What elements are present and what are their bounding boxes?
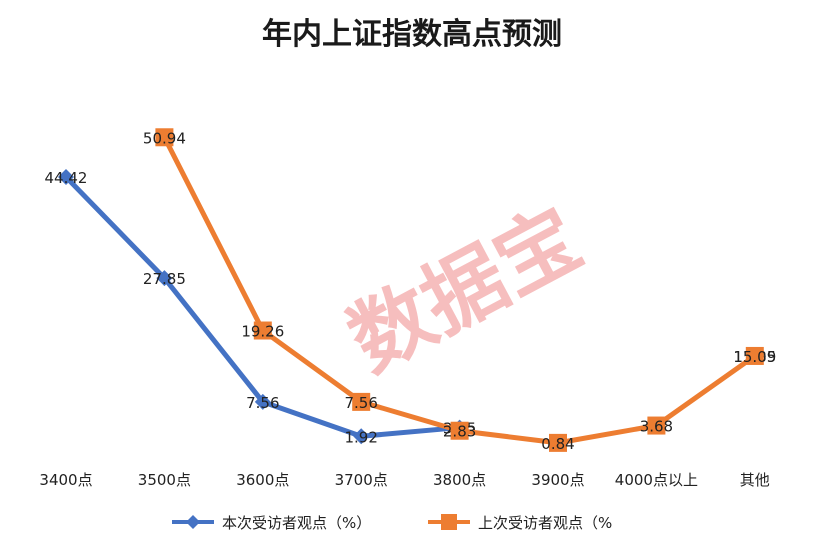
data-point-marker: [155, 128, 174, 147]
data-label: 19.26: [241, 323, 284, 341]
data-point-marker: [253, 321, 272, 340]
data-label: 2.83: [443, 423, 476, 441]
legend-item-1: 本次受访者观点（%）: [172, 514, 371, 532]
chart-title: 年内上证指数高点预测: [262, 17, 562, 52]
x-tick-label: 3800点: [433, 471, 486, 489]
data-label: 1.92: [344, 428, 377, 446]
data-label: 0.84: [541, 435, 574, 453]
x-tick-label: 其他: [740, 471, 770, 489]
data-point-marker: [647, 416, 666, 435]
data-point-marker: [156, 270, 173, 287]
data-point-marker: [441, 514, 457, 530]
data-label: 50.94: [143, 129, 186, 147]
data-label: 7.56: [344, 394, 377, 412]
legend-item-2: 上次受访者观点（%: [428, 514, 612, 532]
data-point-marker: [254, 393, 271, 410]
x-axis-ticks: 3400点 3500点 3600点 3700点 3800点 3900点 4000点以上 其他: [39, 471, 769, 489]
data-point-marker: [58, 169, 74, 186]
x-tick-label: 4000点以上: [615, 471, 698, 489]
data-label: 15.09: [733, 348, 776, 366]
data-label: 7.56: [246, 394, 279, 412]
data-label: 27.85: [143, 270, 186, 288]
x-tick-label: 3700点: [335, 471, 388, 489]
data-label: 3.68: [640, 418, 673, 436]
data-point-marker: [353, 428, 370, 445]
x-tick-label: 3900点: [531, 471, 584, 489]
legend-label: 上次受访者观点（%: [478, 514, 612, 532]
data-point-marker: [549, 433, 567, 452]
legend-label: 本次受访者观点（%）: [222, 514, 371, 532]
watermark-text: 数据宝: [334, 190, 596, 390]
data-point-marker: [186, 515, 200, 529]
data-label: 44.42: [45, 169, 88, 187]
x-tick-label: 3600点: [236, 471, 289, 489]
x-tick-label: 3400点: [39, 471, 92, 489]
x-tick-label: 3500点: [138, 471, 191, 489]
data-point-marker: [450, 421, 469, 440]
data-labels: 50.94 19.26 7.56 2.83 0.84 3.68 15.09: [143, 129, 776, 453]
data-point-marker: [745, 346, 764, 365]
series-2: 50.94 19.26 7.56 2.83 0.84 3.68 15.09: [143, 128, 776, 453]
plot-area: 44.4227.857.561.923.3513.8550.9419.267.5…: [45, 128, 776, 453]
data-point-marker: [352, 392, 371, 411]
legend: 本次受访者观点（%） 上次受访者观点（%: [172, 514, 612, 532]
